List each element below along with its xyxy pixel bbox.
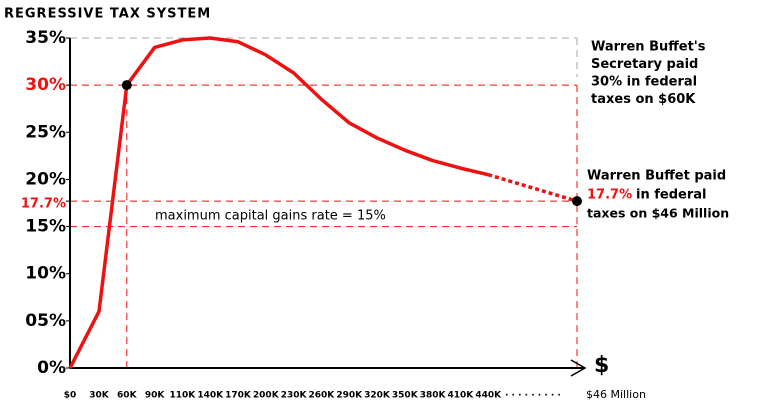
tax-curve	[68, 36, 489, 369]
x-axis-arrow	[570, 359, 587, 377]
note-highlight: 17.7%	[587, 188, 632, 203]
y-tick-label: 17.7%	[21, 197, 66, 212]
x-tick-label: 290K	[336, 391, 363, 401]
x-tick-label: 350K	[392, 391, 419, 401]
y-tick-label: 20%	[25, 169, 66, 189]
reference-annotation: maximum capital gains rate = 15%	[155, 209, 386, 224]
x-tick-label: 230K	[281, 391, 308, 401]
x-tick-label: $46 Million	[586, 388, 646, 401]
y-tick-label: 25%	[25, 122, 66, 142]
x-tick-label: 140K	[197, 391, 224, 401]
x-tick-label: 410K	[448, 391, 475, 401]
x-tick-label: 380K	[420, 391, 447, 401]
note-line: taxes on $46 Million	[587, 206, 729, 221]
x-tick-label: 110K	[170, 391, 197, 401]
x-tick-label: 200K	[253, 391, 280, 401]
x-tick-label: 60K	[117, 391, 138, 401]
x-tick-label: 170K	[225, 391, 252, 401]
x-tick-label: 260K	[309, 391, 336, 401]
x-tick-label: 30K	[89, 391, 110, 401]
x-axis-symbol: $	[594, 353, 609, 378]
x-tick-label: 320K	[364, 391, 391, 401]
x-tick-label: $0	[64, 391, 77, 401]
note-line: Warren Buffet paid	[587, 169, 726, 184]
note-line: Secretary paid	[591, 57, 698, 72]
note-line: taxes on $60K	[591, 92, 696, 107]
y-tick-label: 15%	[25, 217, 66, 237]
note-line: Warren Buffet's	[591, 40, 706, 55]
y-tick-label: 10%	[25, 264, 66, 284]
y-tick-label: 0%	[37, 358, 66, 378]
x-ellipsis: . . . . . . . . .	[505, 389, 561, 399]
y-tick-label: 30%	[25, 75, 66, 95]
x-tick-label: 90K	[145, 391, 166, 401]
note-line: 30% in federal	[591, 75, 697, 90]
tax-curve-extension	[487, 173, 578, 203]
y-tick-label: 35%	[25, 28, 66, 48]
chart-title: REGRESSIVE TAX SYSTEM	[4, 7, 211, 22]
highlight-point	[121, 80, 132, 91]
endpoint	[572, 196, 582, 207]
x-tick-label: 440K	[475, 391, 502, 401]
note-line: in federal	[636, 188, 706, 203]
y-tick-label: 05%	[25, 311, 66, 331]
